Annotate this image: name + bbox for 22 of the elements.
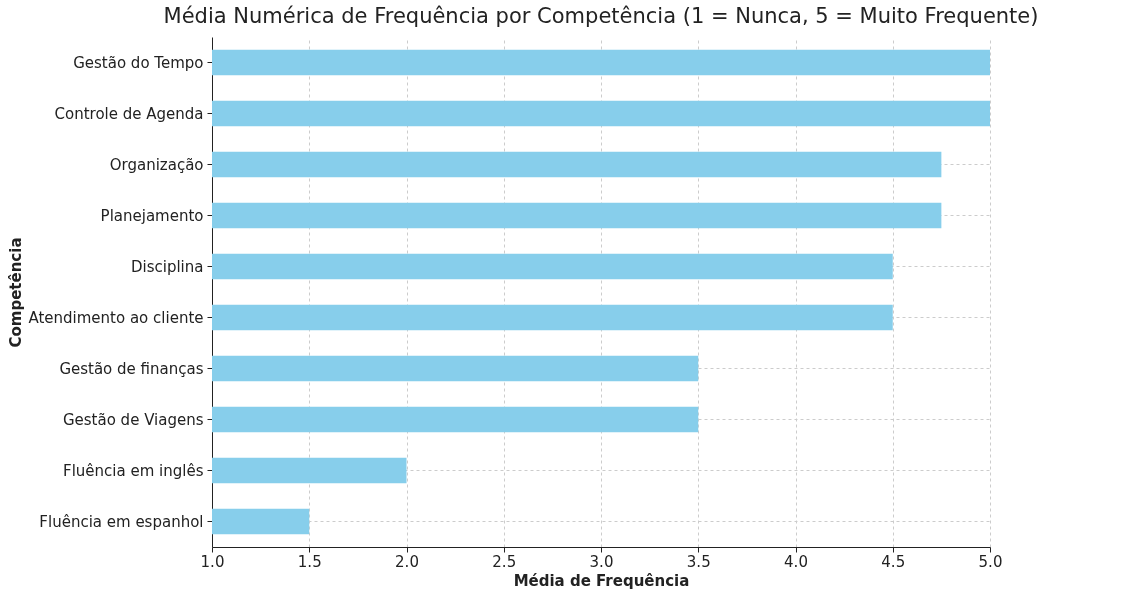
y-tick-label: Controle de Agenda bbox=[54, 104, 204, 123]
x-tick-label: 4.0 bbox=[784, 552, 808, 571]
y-tick-label: Planejamento bbox=[100, 206, 204, 225]
y-tick-label: Organização bbox=[109, 155, 204, 174]
x-tick-label: 3.5 bbox=[686, 552, 711, 571]
x-axis-title: Média de Frequência bbox=[513, 571, 690, 590]
x-tick-label: 5.0 bbox=[978, 552, 1003, 571]
y-tick-label: Fluência em espanhol bbox=[39, 512, 204, 531]
x-tick-label: 2.5 bbox=[492, 552, 517, 571]
y-tick-label: Gestão de Viagens bbox=[62, 410, 204, 429]
y-tick-label: Gestão do Tempo bbox=[73, 53, 204, 72]
y-tick-label: Fluência em inglês bbox=[63, 461, 204, 480]
y-tick-label: Atendimento ao cliente bbox=[28, 308, 204, 327]
x-tick-label: 4.5 bbox=[881, 552, 906, 571]
chart-title: Média Numérica de Frequência por Competência (1 = Nunca, 5 = Muito Frequente) bbox=[163, 4, 1039, 28]
x-tick-label: 2.0 bbox=[395, 552, 419, 571]
y-tick-label: Disciplina bbox=[130, 257, 204, 276]
x-tick-label: 3.0 bbox=[589, 552, 614, 571]
y-tick-label: Gestão de finanças bbox=[59, 359, 204, 378]
y-axis-title: Competência bbox=[7, 237, 26, 348]
x-tick-label: 1.5 bbox=[297, 552, 322, 571]
x-tick-label: 1.0 bbox=[200, 552, 225, 571]
